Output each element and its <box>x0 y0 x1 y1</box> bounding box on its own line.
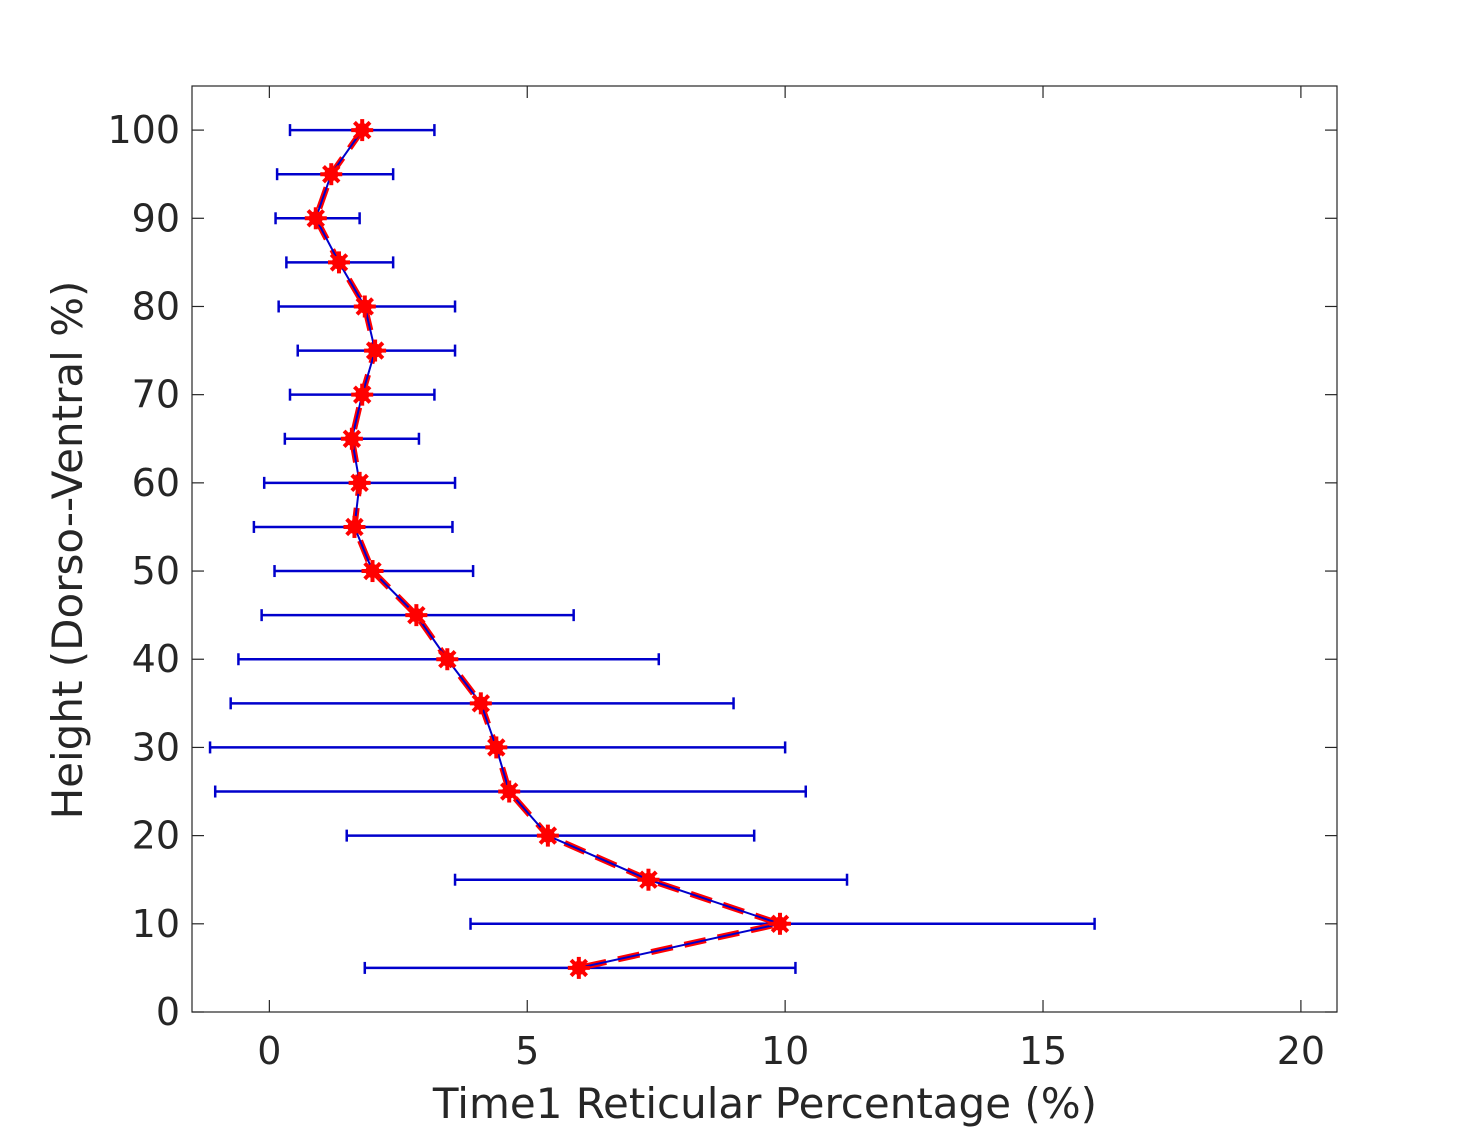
data-point <box>327 251 350 274</box>
data-point-ray <box>363 561 382 581</box>
data-point-ray <box>569 958 589 978</box>
y-tick-label: 0 <box>156 990 180 1034</box>
data-point-ray <box>770 914 790 934</box>
data-point-ray <box>471 694 491 713</box>
y-tick-label: 70 <box>132 373 180 417</box>
y-tick-label: 10 <box>132 902 180 946</box>
data-point <box>768 912 791 935</box>
data-point-ray <box>342 429 362 448</box>
data-point <box>364 339 387 362</box>
data-point-ray <box>407 605 426 625</box>
x-axis-title: Time1 Reticular Percentage (%) <box>432 1079 1097 1128</box>
y-tick-label: 40 <box>132 637 180 681</box>
data-point <box>353 295 376 318</box>
x-tick-label: 15 <box>1019 1029 1067 1073</box>
x-tick-label: 5 <box>515 1029 539 1073</box>
data-point <box>498 780 521 803</box>
y-tick-label: 20 <box>132 814 180 858</box>
data-point <box>469 692 492 715</box>
data-point <box>361 560 384 583</box>
data-point-ray <box>353 385 372 404</box>
data-point-ray <box>329 253 349 272</box>
data-point-ray <box>538 826 558 845</box>
y-tick-label: 100 <box>107 108 180 152</box>
data-point-ray <box>350 473 369 493</box>
ticks-layer: 0 5 10 15 20 0 10 20 30 40 50 60 70 80 90 100 <box>107 86 1337 1073</box>
y-tick-label: 30 <box>132 725 180 769</box>
data-point <box>304 207 327 230</box>
data-point <box>436 648 459 671</box>
data-point <box>340 427 363 450</box>
data-point <box>351 119 374 142</box>
axes-layer <box>191 85 1338 1013</box>
data-point <box>567 956 590 979</box>
x-tick-label: 20 <box>1277 1029 1325 1073</box>
data-point <box>343 515 366 538</box>
data-point-ray <box>322 164 341 184</box>
data-point <box>405 604 428 627</box>
plot-frame <box>191 85 1338 1013</box>
data-point <box>351 383 374 406</box>
y-tick-label: 80 <box>132 284 180 328</box>
y-axis-title: Height (Dorso--Ventral %) <box>43 281 92 820</box>
y-tick-label: 50 <box>132 549 180 593</box>
data-point-ray <box>353 120 372 140</box>
y-tick-label: 60 <box>132 461 180 505</box>
data-point-ray <box>500 782 519 801</box>
y-tick-label: 90 <box>132 196 180 240</box>
data-point <box>320 163 343 186</box>
data-point-ray <box>355 297 374 316</box>
data-point-ray <box>365 341 385 360</box>
data-point <box>536 824 559 847</box>
x-tick-label: 10 <box>761 1029 809 1073</box>
data-point <box>485 736 508 759</box>
data-point-ray <box>487 738 506 757</box>
data-point-ray <box>438 650 457 669</box>
data-point-ray <box>306 209 325 228</box>
marker-layer <box>304 119 791 979</box>
data-point-ray <box>345 517 364 537</box>
data-point <box>348 471 371 494</box>
x-tick-label: 0 <box>257 1029 281 1073</box>
data-point-ray <box>639 870 658 889</box>
data-point <box>637 868 660 891</box>
